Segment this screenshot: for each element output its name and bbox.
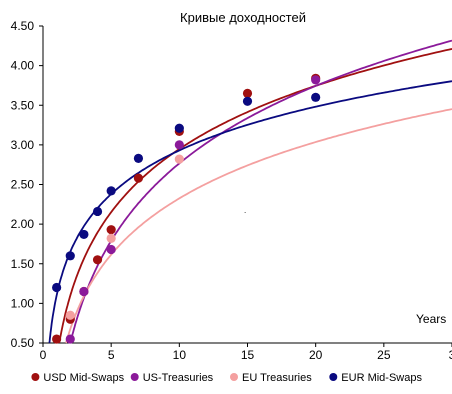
x-axis-ticks: 0 5 10 15 20 25 3 xyxy=(40,343,452,362)
data-point xyxy=(65,334,75,344)
data-point xyxy=(106,233,116,243)
legend-label: EUR Mid-Swaps xyxy=(341,372,422,384)
x-tick-label: 3 xyxy=(449,348,452,362)
legend-label: EU Treasuries xyxy=(242,372,312,384)
x-tick-label: 5 xyxy=(108,348,115,362)
x-tick-label: 25 xyxy=(377,348,391,362)
data-point xyxy=(65,251,75,261)
stray-dot: . xyxy=(244,206,246,215)
y-axis-ticks: 0.50 1.00 1.50 2.00 2.50 3.00 3.50 4.00 4.50 xyxy=(11,19,43,350)
data-point xyxy=(79,229,89,240)
y-tick-label: 2.50 xyxy=(11,178,35,192)
y-tick-label: 0.50 xyxy=(11,336,35,350)
legend-marker xyxy=(130,373,139,381)
y-tick-label: 1.50 xyxy=(11,257,35,271)
data-point xyxy=(174,140,184,150)
y-tick-label: 4.00 xyxy=(11,59,35,73)
legend-label: USD Mid-Swaps xyxy=(43,372,124,384)
data-point xyxy=(52,334,62,344)
legend: USD Mid-Swaps US-Treasuries EU Treasuries E… xyxy=(31,372,422,384)
trendlines xyxy=(48,39,452,344)
x-tick-label: 10 xyxy=(173,348,187,362)
data-point xyxy=(133,173,144,183)
trendline xyxy=(48,80,452,344)
data-point xyxy=(79,286,89,297)
legend-label: US-Treasuries xyxy=(143,372,214,384)
trendline xyxy=(65,108,452,344)
legend-marker xyxy=(329,373,338,381)
data-point xyxy=(242,96,253,106)
x-axis-label: Years xyxy=(416,312,446,326)
y-tick-label: 3.00 xyxy=(11,138,35,152)
trendline xyxy=(58,48,452,344)
data-point xyxy=(174,123,184,133)
x-tick-label: 20 xyxy=(309,348,323,362)
data-point xyxy=(92,255,103,265)
data-point xyxy=(133,153,144,163)
x-tick-label: 15 xyxy=(241,348,255,362)
trendline xyxy=(69,39,452,344)
data-point xyxy=(106,186,116,196)
legend-marker xyxy=(230,373,238,381)
data-point xyxy=(311,92,321,102)
data-point xyxy=(92,206,103,217)
data-points xyxy=(52,73,321,344)
y-tick-label: 3.50 xyxy=(11,98,35,112)
y-tick-label: 1.00 xyxy=(11,296,35,310)
y-tick-label: 2.00 xyxy=(11,217,35,231)
data-point xyxy=(311,75,321,85)
legend-marker xyxy=(31,373,40,381)
x-tick-label: 0 xyxy=(40,348,47,362)
data-point xyxy=(242,88,253,98)
chart-title: Кривые доходностей xyxy=(180,10,306,25)
y-tick-label: 4.50 xyxy=(11,19,35,33)
data-point xyxy=(52,282,62,293)
data-point xyxy=(106,225,116,235)
data-point xyxy=(174,154,184,164)
data-point xyxy=(106,244,116,255)
data-point xyxy=(65,310,75,320)
